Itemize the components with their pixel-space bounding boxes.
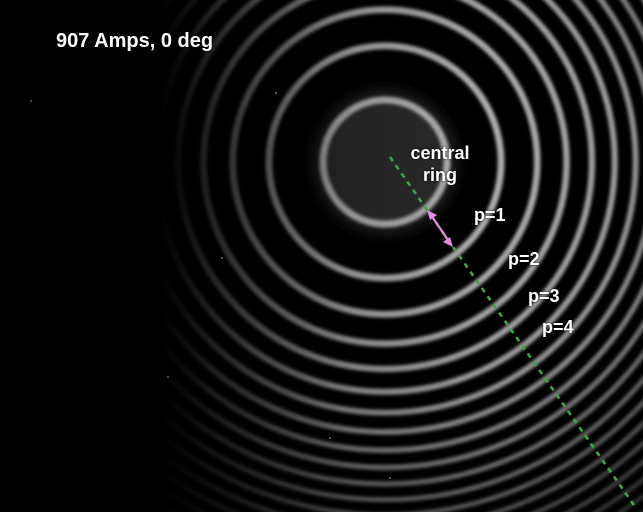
- central-ring-label-line1: central: [410, 143, 470, 163]
- order-label-p4: p=4: [542, 317, 574, 337]
- figure-title: 907 Amps, 0 deg: [56, 30, 214, 52]
- spacing-arrow: [427, 210, 453, 247]
- central-ring-label-line2: ring: [423, 165, 457, 185]
- noise-speckles: [30, 92, 391, 479]
- central-ring-label: central ring: [404, 142, 476, 186]
- order-label-p3: p=3: [528, 286, 560, 306]
- order-label-p1: p=1: [474, 205, 506, 225]
- order-label-p2: p=2: [508, 249, 540, 269]
